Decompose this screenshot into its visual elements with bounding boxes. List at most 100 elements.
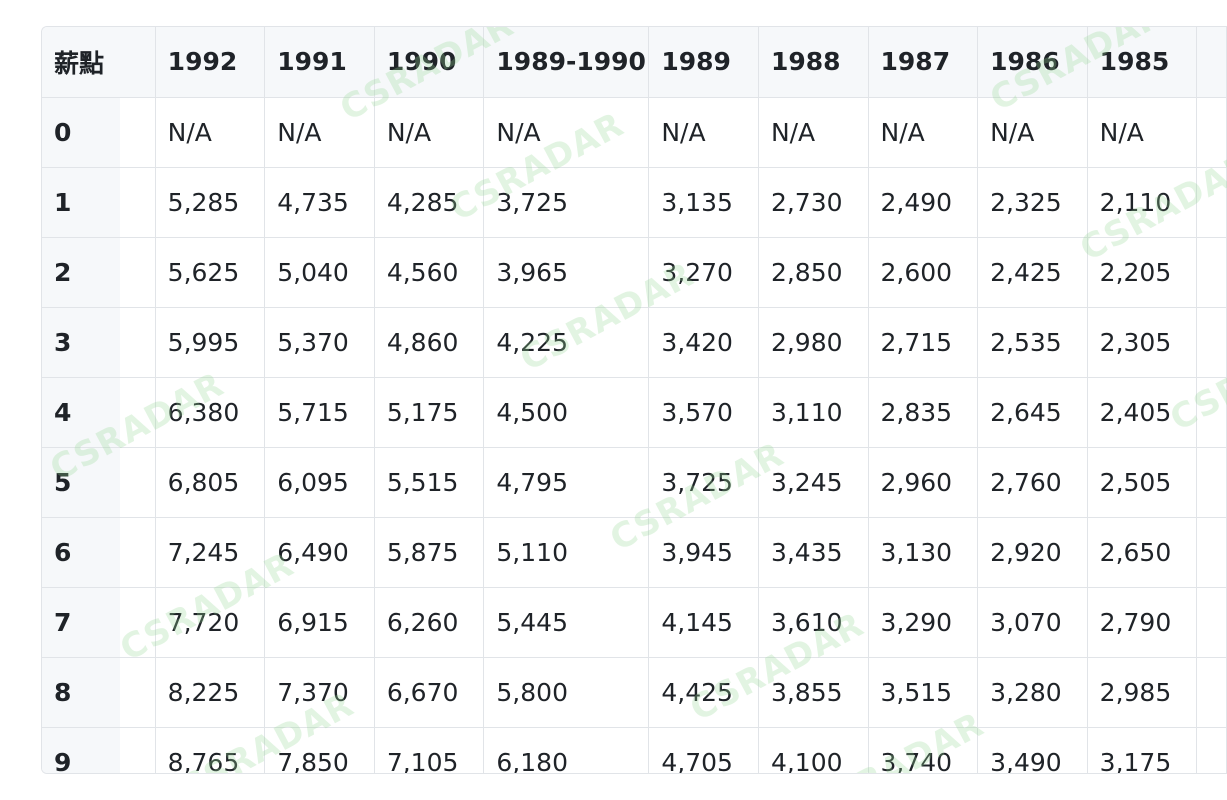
salary-cell: 3,570: [648, 377, 759, 448]
header-point: 薪點: [42, 27, 120, 98]
salary-cell: 5,370: [264, 307, 375, 378]
row-hidden-value: 5: [119, 237, 156, 308]
salary-cell: 6,915: [264, 587, 375, 658]
salary-table: 薪點 1992 1991 1990 1989-1990 1989 1988 1987 1986 1…: [42, 27, 1227, 773]
salary-cell: 2,405: [1087, 377, 1198, 448]
salary-cell: 2,600: [868, 237, 979, 308]
salary-cell: 2,985: [1087, 657, 1198, 728]
salary-cell: N/A: [483, 97, 650, 168]
salary-cell: 3,070: [977, 587, 1088, 658]
salary-cell: 2,960: [868, 447, 979, 518]
salary-cell: 7,105: [374, 727, 485, 773]
salary-cell: 3,290: [868, 587, 979, 658]
salary-table-viewport[interactable]: 薪點 1992 1991 1990 1989-1990 1989 1988 1987 1986 1…: [41, 26, 1227, 774]
row-hidden-value: ): [119, 167, 156, 238]
salary-cell: 3,270: [648, 237, 759, 308]
salary-cell: 4,285: [374, 167, 485, 238]
salary-cell: 3,965: [483, 237, 650, 308]
salary-cell: 2,645: [977, 377, 1088, 448]
salary-cell: 4,560: [374, 237, 485, 308]
salary-cell: 5,175: [374, 377, 485, 448]
row-hidden-value: 5: [119, 657, 156, 728]
salary-cell: 3,725: [648, 447, 759, 518]
salary-cell: 3,725: [483, 167, 650, 238]
header-year: 1987: [868, 27, 979, 98]
salary-cell: 4,705: [648, 727, 759, 773]
salary-cell: 4,225: [483, 307, 650, 378]
salary-cell: [1196, 657, 1227, 728]
salary-cell: 4,100: [758, 727, 869, 773]
table-row: 355,9955,3704,8604,2253,4202,9802,7152,5…: [42, 307, 1227, 378]
salary-cell: [1196, 97, 1227, 168]
row-point: 4: [42, 377, 120, 448]
salary-cell: 2,535: [977, 307, 1088, 378]
salary-cell: 7,720: [155, 587, 266, 658]
salary-cell: 2,850: [758, 237, 869, 308]
salary-cell: 4,425: [648, 657, 759, 728]
salary-cell: N/A: [977, 97, 1088, 168]
header-year: 1990: [374, 27, 485, 98]
header-year: [1196, 27, 1227, 98]
table-row: 9)8,7657,8507,1056,1804,7054,1003,7403,4…: [42, 727, 1227, 773]
salary-cell: [1196, 447, 1227, 518]
salary-cell: 6,670: [374, 657, 485, 728]
salary-cell: [1196, 587, 1227, 658]
salary-cell: 7,370: [264, 657, 375, 728]
header-year: 1985: [1087, 27, 1198, 98]
salary-cell: 2,110: [1087, 167, 1198, 238]
salary-cell: 3,175: [1087, 727, 1198, 773]
salary-cell: 2,920: [977, 517, 1088, 588]
salary-cell: 5,715: [264, 377, 375, 448]
salary-cell: 6,805: [155, 447, 266, 518]
salary-cell: 3,740: [868, 727, 979, 773]
salary-cell: 2,490: [868, 167, 979, 238]
table-row: 0 N/A N/A N/A N/A N/A N/A N/A N/A N/A: [42, 97, 1227, 168]
table-row: 6)7,2456,4905,8755,1103,9453,4353,1302,9…: [42, 517, 1227, 588]
table-body: 0N/AN/AN/AN/AN/AN/AN/AN/AN/A1)5,2854,735…: [42, 97, 1227, 773]
salary-cell: 5,110: [483, 517, 650, 588]
salary-cell: 2,205: [1087, 237, 1198, 308]
row-hidden-value: ): [119, 517, 156, 588]
salary-cell: 3,945: [648, 517, 759, 588]
salary-cell: 3,135: [648, 167, 759, 238]
salary-cell: 2,505: [1087, 447, 1198, 518]
salary-cell: N/A: [1087, 97, 1198, 168]
table-row: 1)5,2854,7354,2853,7253,1352,7302,4902,3…: [42, 167, 1227, 238]
table-row: 757,7206,9156,2605,4454,1453,6103,2903,0…: [42, 587, 1227, 658]
header-year: 1989: [648, 27, 759, 98]
salary-cell: N/A: [758, 97, 869, 168]
salary-cell: 2,980: [758, 307, 869, 378]
salary-cell: 3,245: [758, 447, 869, 518]
salary-cell: 5,875: [374, 517, 485, 588]
salary-cell: 2,650: [1087, 517, 1198, 588]
salary-cell: 5,625: [155, 237, 266, 308]
salary-cell: 3,130: [868, 517, 979, 588]
salary-cell: 4,735: [264, 167, 375, 238]
salary-cell: 3,110: [758, 377, 869, 448]
salary-cell: N/A: [868, 97, 979, 168]
header-year: 1986: [977, 27, 1088, 98]
row-hidden-value: [119, 97, 156, 168]
header-hidden-column: [119, 27, 156, 98]
salary-cell: 2,425: [977, 237, 1088, 308]
salary-cell: 5,995: [155, 307, 266, 378]
salary-cell: 2,835: [868, 377, 979, 448]
row-point: 3: [42, 307, 120, 378]
row-hidden-value: 5: [119, 447, 156, 518]
table-row: 255,6255,0404,5603,9653,2702,8502,6002,4…: [42, 237, 1227, 308]
salary-cell: 4,860: [374, 307, 485, 378]
table-row: 456,3805,7155,1754,5003,5703,1102,8352,6…: [42, 377, 1227, 448]
table-header: 薪點 1992 1991 1990 1989-1990 1989 1988 1987 1986 1…: [42, 27, 1227, 98]
salary-cell: 5,800: [483, 657, 650, 728]
salary-cell: 8,765: [155, 727, 266, 773]
header-year: 1992: [155, 27, 266, 98]
salary-cell: 6,095: [264, 447, 375, 518]
salary-cell: 3,435: [758, 517, 869, 588]
salary-cell: 2,760: [977, 447, 1088, 518]
salary-cell: [1196, 727, 1227, 773]
salary-cell: 2,790: [1087, 587, 1198, 658]
table-row: 556,8056,0955,5154,7953,7253,2452,9602,7…: [42, 447, 1227, 518]
salary-cell: N/A: [264, 97, 375, 168]
salary-cell: 3,280: [977, 657, 1088, 728]
row-point: 2: [42, 237, 120, 308]
